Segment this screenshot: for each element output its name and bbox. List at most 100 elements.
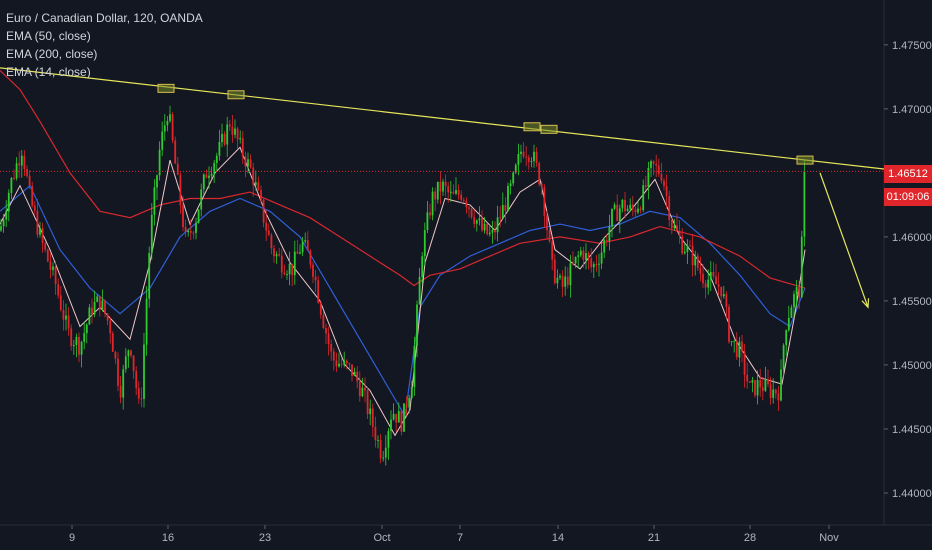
candle-body	[717, 284, 720, 287]
candle-body	[702, 273, 704, 284]
candle-body	[577, 255, 580, 257]
candle-body	[0, 226, 2, 231]
candle-body	[88, 307, 91, 325]
candle-body	[83, 333, 86, 342]
candle-body	[618, 208, 621, 221]
ema200-legend[interactable]: EMA (200, close)	[6, 47, 98, 61]
candle-body	[257, 182, 260, 190]
candle-body	[439, 181, 442, 192]
candle-body	[712, 272, 715, 277]
candle-body	[179, 174, 182, 206]
candle-body	[140, 398, 143, 400]
candle-body	[135, 371, 138, 389]
candle-body	[457, 190, 460, 195]
candle-body	[390, 419, 392, 432]
candle-body	[309, 250, 312, 265]
candle-body	[78, 337, 80, 355]
candle-body	[397, 410, 400, 423]
candle-body	[249, 159, 252, 168]
candle-body	[247, 159, 249, 167]
candle-body	[764, 379, 767, 391]
candle-body	[582, 250, 585, 260]
ema14-legend[interactable]: EMA (14, close)	[6, 65, 91, 79]
candle-body	[780, 369, 782, 401]
candle-body	[522, 151, 525, 157]
candle-body	[7, 192, 10, 212]
candle-body	[33, 205, 36, 211]
candle-body	[668, 196, 671, 220]
candle-body	[387, 431, 390, 448]
candle-body	[488, 232, 491, 235]
candle-body	[23, 155, 26, 169]
candle-body	[590, 258, 593, 268]
candles	[0, 105, 806, 466]
ema50-legend[interactable]: EMA (50, close)	[6, 29, 91, 43]
price-axis: 1.475001.470001.465001.460001.455001.450…	[884, 40, 932, 500]
candle-body	[663, 180, 665, 187]
candle-body	[158, 149, 161, 176]
candle-body	[585, 253, 587, 260]
candle-body	[286, 274, 288, 276]
candle-body	[704, 283, 707, 288]
time-axis: 9 16 23 Oct 7 14 21 28 Nov	[69, 525, 839, 544]
candle-body	[416, 304, 418, 346]
candle-body	[156, 175, 158, 188]
candle-body	[436, 181, 439, 200]
candle-body	[67, 315, 70, 329]
candle-body	[483, 223, 486, 231]
candle-body	[223, 133, 226, 145]
candle-body	[551, 241, 554, 260]
candle-body	[509, 183, 512, 186]
resistance-trendline	[0, 67, 885, 170]
x-tick-label: 16	[162, 532, 174, 544]
candle-body	[150, 214, 153, 253]
candle-body	[507, 186, 509, 211]
candle-body	[587, 253, 590, 259]
candle-body	[239, 138, 242, 140]
candle-body	[200, 189, 203, 210]
candle-body	[228, 124, 231, 127]
candle-body	[525, 156, 528, 158]
candle-body	[182, 205, 184, 228]
candle-body	[777, 393, 780, 401]
candle-body	[499, 217, 502, 219]
candle-body	[254, 182, 257, 185]
candle-body	[655, 163, 658, 166]
touch-marker	[227, 90, 245, 100]
y-tick-label: 1.47500	[892, 40, 932, 52]
candle-body	[205, 174, 208, 178]
candle-body	[127, 350, 130, 357]
candle-body	[660, 173, 663, 181]
candle-body	[652, 161, 655, 164]
candle-body	[553, 259, 556, 284]
candle-body	[288, 263, 291, 275]
candle-body	[358, 381, 361, 397]
candle-body	[109, 320, 112, 334]
candle-body	[639, 208, 642, 210]
candle-body	[332, 351, 335, 361]
candle-body	[624, 199, 626, 212]
chart-title[interactable]: Euro / Canadian Dollar, 120, OANDA	[6, 11, 203, 25]
candle-body	[699, 268, 702, 274]
candle-body	[634, 209, 637, 213]
candle-body	[70, 328, 73, 347]
candle-body	[26, 169, 28, 176]
candle-body	[231, 126, 234, 135]
touch-marker	[523, 122, 541, 132]
candle-body	[673, 225, 676, 229]
candle-body	[605, 240, 608, 242]
candle-body	[28, 175, 31, 186]
candle-body	[119, 385, 122, 398]
candle-body	[166, 120, 169, 126]
y-tick-label: 1.47000	[892, 104, 932, 116]
candle-body	[631, 204, 634, 210]
x-tick-label: 7	[457, 532, 463, 544]
candle-body	[114, 351, 117, 359]
candle-body	[267, 230, 270, 236]
candle-body	[405, 403, 408, 408]
candle-body	[44, 243, 47, 250]
candle-body	[319, 302, 322, 315]
candle-body	[470, 208, 473, 218]
candle-body	[637, 208, 639, 213]
